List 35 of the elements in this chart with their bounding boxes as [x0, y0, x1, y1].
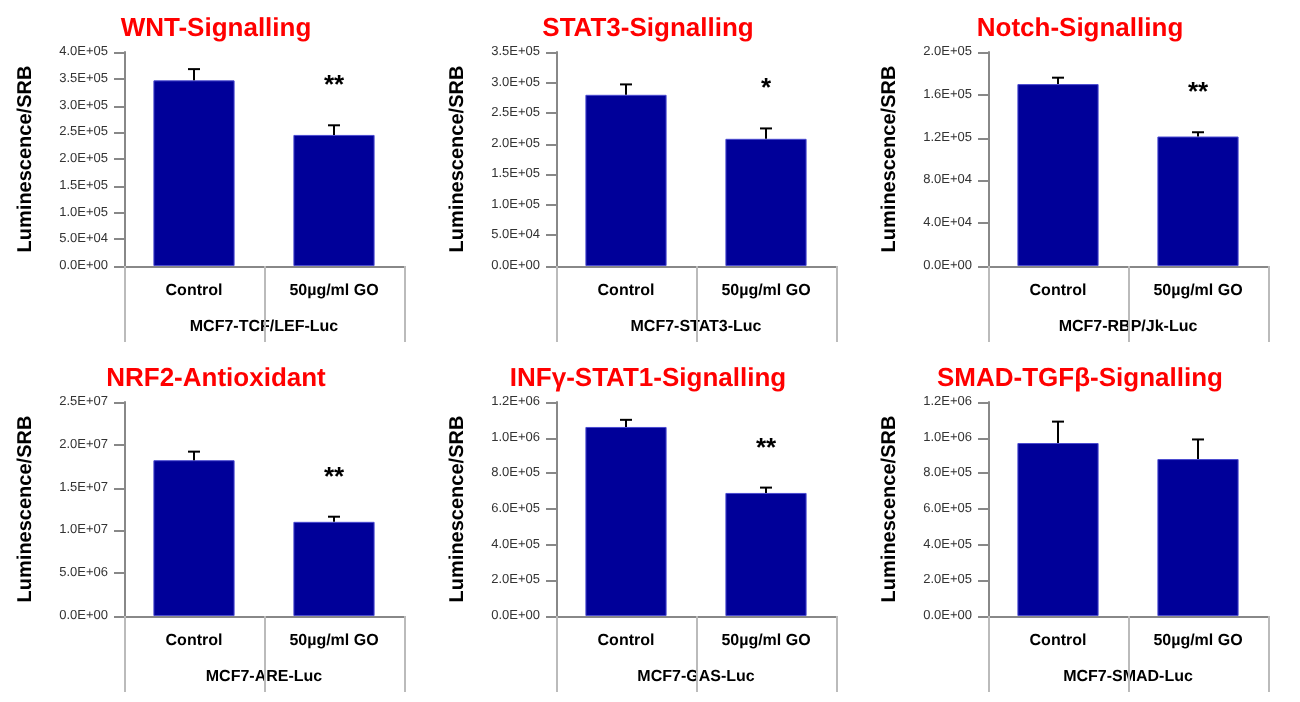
annotation: * — [760, 72, 773, 103]
chart-title: WNT-Signalling — [120, 12, 312, 42]
x-tick-label: 50µg/ml GO — [721, 281, 811, 299]
x-tick-label: 50µg/ml GO — [289, 281, 379, 299]
x-tick-label: Control — [165, 281, 223, 299]
x-tick-label: Control — [1029, 631, 1087, 649]
x-tick-label: 50µg/ml GO — [289, 631, 379, 649]
y-axis-title: Luminescence/SRB — [15, 65, 37, 253]
x-axis-title: MCF7-RBP/Jk-Luc — [1058, 317, 1199, 335]
x-tick-label: Control — [1029, 281, 1087, 299]
annotation: ** — [755, 431, 778, 462]
x-tick-label: Control — [597, 631, 655, 649]
annotation: ** — [323, 460, 346, 491]
y-axis-title: Luminescence/SRB — [879, 65, 901, 253]
chart-title: SMAD-TGFβ-Signalling — [937, 362, 1224, 392]
x-tick-label: 50µg/ml GO — [1153, 281, 1243, 299]
x-tick-label: Control — [597, 281, 655, 299]
x-tick-label: 50µg/ml GO — [1153, 631, 1243, 649]
y-axis-title: Luminescence/SRB — [447, 65, 469, 253]
chart-title: Notch-Signalling — [976, 12, 1184, 42]
x-axis-title: MCF7-STAT3-Luc — [630, 317, 763, 335]
x-tick-label: 50µg/ml GO — [721, 631, 811, 649]
x-tick-label: Control — [165, 631, 223, 649]
chart-title: NRF2-Antioxidant — [106, 362, 328, 392]
y-axis-title: Luminescence/SRB — [15, 415, 37, 603]
x-axis-title: MCF7-TCF/LEF-Luc — [189, 317, 340, 335]
x-axis-title: MCF7-GAS-Luc — [637, 667, 756, 685]
chart-title: STAT3-Signalling — [542, 12, 754, 42]
chart-title: INFγ-STAT1-Signalling — [509, 362, 787, 392]
annotation: ** — [1187, 76, 1210, 107]
y-axis-title: Luminescence/SRB — [879, 415, 901, 603]
x-axis-title: MCF7-SMAD-Luc — [1063, 667, 1194, 685]
x-axis-title: MCF7-ARE-Luc — [205, 667, 324, 685]
annotation: ** — [323, 69, 346, 100]
y-axis-title: Luminescence/SRB — [447, 415, 469, 603]
